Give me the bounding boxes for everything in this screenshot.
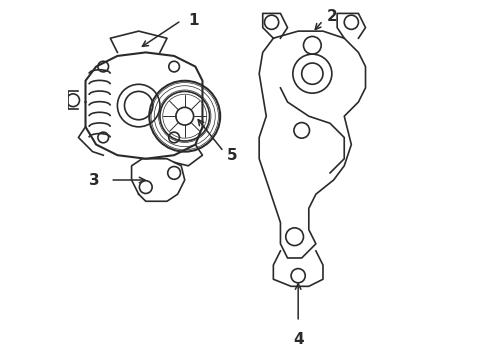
- Text: 2: 2: [326, 9, 337, 24]
- Polygon shape: [132, 159, 185, 201]
- Polygon shape: [85, 53, 202, 159]
- Text: 1: 1: [188, 13, 199, 28]
- Text: 3: 3: [89, 172, 99, 188]
- Text: 5: 5: [227, 148, 238, 163]
- Text: 4: 4: [293, 332, 303, 347]
- Polygon shape: [259, 31, 366, 258]
- Polygon shape: [337, 13, 366, 38]
- Polygon shape: [273, 251, 323, 286]
- Polygon shape: [263, 13, 288, 38]
